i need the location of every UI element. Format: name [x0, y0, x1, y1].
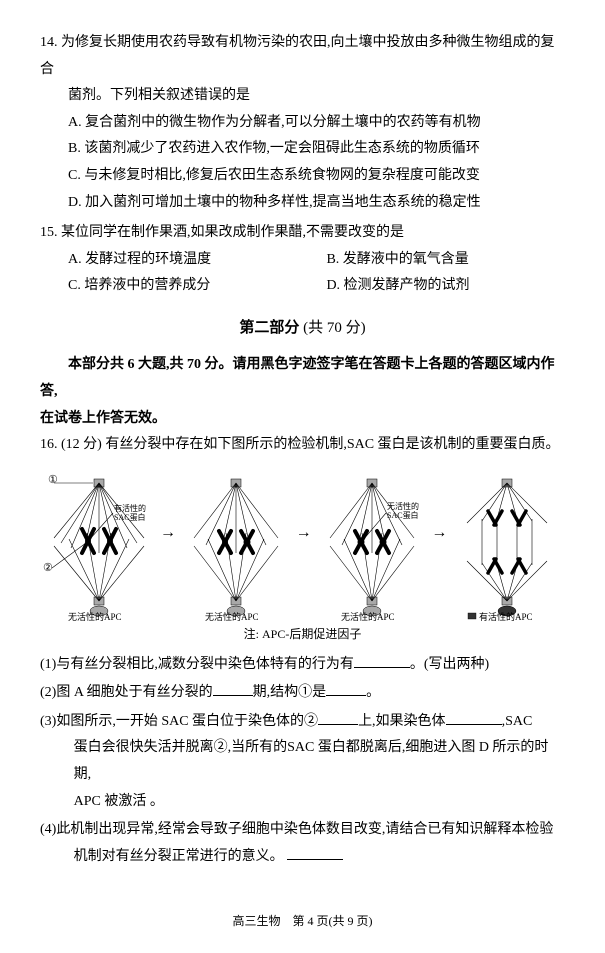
arrow-icon: →	[296, 518, 312, 574]
cell-d-label: D	[503, 620, 512, 621]
section-2-name: 第二部分	[239, 320, 299, 336]
q16-number: 16.	[40, 437, 58, 452]
blank	[354, 653, 410, 668]
label-sac-active: 有活性的SAC蛋白	[114, 503, 146, 522]
section-2-title: 第二部分 (共 70 分)	[40, 314, 565, 343]
q14-option-c: C. 与未修复时相比,修复后农田生态系统食物网的复杂程度可能改变	[40, 163, 565, 190]
blank	[446, 710, 502, 725]
q16-s4a: (4)此机制出现异常,经常会导致子细胞中染色体数目改变,请结合已有知识解释本检验	[40, 822, 553, 837]
q16-s1b: 。(写出两种)	[410, 657, 489, 672]
cell-b-label: B	[232, 620, 240, 621]
cell-c: 无活性的SAC蛋白 无活性的APC C	[314, 471, 430, 621]
cell-c-label: C	[368, 620, 377, 621]
q15-option-b: B. 发酵液中的氧气含量	[326, 247, 468, 274]
q16-sub3: (3)如图所示,一开始 SAC 蛋白位于染色体的② 上,如果染色体 ,SAC	[40, 709, 565, 736]
arrow-icon: →	[431, 518, 447, 574]
page-footer: 高三生物 第 4 页(共 9 页)	[40, 910, 565, 933]
cell-d: 有活性的APC D	[449, 471, 565, 621]
blank	[318, 710, 358, 725]
q15-option-c: C. 培养液中的营养成分	[68, 273, 326, 300]
q16-s1a: (1)与有丝分裂相比,减数分裂中染色体特有的行为有	[40, 657, 354, 672]
label-circle1: ①	[48, 474, 58, 486]
q16-s2b: 期,结构①是	[253, 685, 327, 700]
q16-sub4: (4)此机制出现异常,经常会导致子细胞中染色体数目改变,请结合已有知识解释本检验	[40, 817, 565, 844]
cell-b: 无活性的APC B	[178, 471, 294, 621]
q16-s2a: (2)图 A 细胞处于有丝分裂的	[40, 685, 213, 700]
q15-option-d: D. 检测发酵产物的试剂	[326, 273, 469, 300]
q14-option-b: B. 该菌剂减少了农药进入农作物,一定会阻碍此生态系统的物质循环	[40, 136, 565, 163]
blank	[326, 681, 366, 696]
section-2-points: (共 70 分)	[303, 320, 366, 336]
question-15: 15. 某位同学在制作果酒,如果改成制作果醋,不需要改变的是 A. 发酵过程的环…	[40, 220, 565, 300]
blank	[213, 681, 253, 696]
question-14: 14. 为修复长期使用农药导致有机物污染的农田,向土壤中投放由多种微生物组成的复…	[40, 30, 565, 216]
q16-stem: 有丝分裂中存在如下图所示的检验机制,SAC 蛋白是该机制的重要蛋白质。	[105, 437, 559, 452]
q14-number: 14.	[40, 35, 58, 50]
section-2-instruction-1: 本部分共 6 大题,共 70 分。请用黑色字迹签字笔在答题卡上各题的答题区域内作…	[40, 352, 565, 405]
q16-s4b: 机制对有丝分裂正常进行的意义。	[74, 849, 284, 864]
q16-sub2: (2)图 A 细胞处于有丝分裂的 期,结构①是 。	[40, 680, 565, 707]
q16-s2c: 。	[366, 685, 380, 700]
cell-a: ① ② 有活性的SAC蛋白 无活性的APC A	[40, 471, 158, 621]
q16-s3b: 上,如果染色体	[358, 714, 446, 729]
arrow-icon: →	[160, 518, 176, 574]
label-circle2: ②	[43, 562, 53, 574]
q14-option-a: A. 复合菌剂中的微生物作为分解者,可以分解土壤中的农药等有机物	[40, 110, 565, 137]
q16-sub4b: 机制对有丝分裂正常进行的意义。	[40, 844, 565, 871]
blank	[287, 845, 343, 860]
q16-s3a: (3)如图所示,一开始 SAC 蛋白位于染色体的②	[40, 714, 318, 729]
diagram-note: 注: APC-后期促进因子	[40, 623, 565, 646]
section-2-instruction-2: 在试卷上作答无效。	[40, 406, 565, 433]
q16-s3e: APC 被激活 。	[40, 789, 565, 816]
q15-number: 15.	[40, 225, 58, 240]
q15-option-a: A. 发酵过程的环境温度	[68, 247, 326, 274]
mitosis-diagram: ① ② 有活性的SAC蛋白 无活性的APC A → 无活性的APC B →	[40, 471, 565, 646]
q14-stem-line1: 为修复长期使用农药导致有机物污染的农田,向土壤中投放由多种微生物组成的复合	[40, 35, 555, 77]
q16-s3c: ,SAC	[502, 714, 533, 729]
q15-stem: 某位同学在制作果酒,如果改成制作果醋,不需要改变的是	[61, 225, 404, 240]
q16-s3d: 蛋白会很快失活并脱离②,当所有的SAC 蛋白都脱离后,细胞进入图 D 所示的时期…	[40, 735, 565, 788]
q16-points: (12 分)	[61, 437, 102, 452]
cell-a-label: A	[95, 620, 104, 621]
q16-sub1: (1)与有丝分裂相比,减数分裂中染色体特有的行为有 。(写出两种)	[40, 652, 565, 679]
label-sac-inactive: 无活性的SAC蛋白	[387, 501, 419, 520]
question-16: 16. (12 分) 有丝分裂中存在如下图所示的检验机制,SAC 蛋白是该机制的…	[40, 432, 565, 459]
q14-stem-line2: 菌剂。下列相关叙述错误的是	[40, 83, 565, 110]
q14-option-d: D. 加入菌剂可增加土壤中的物种多样性,提高当地生态系统的稳定性	[40, 190, 565, 217]
